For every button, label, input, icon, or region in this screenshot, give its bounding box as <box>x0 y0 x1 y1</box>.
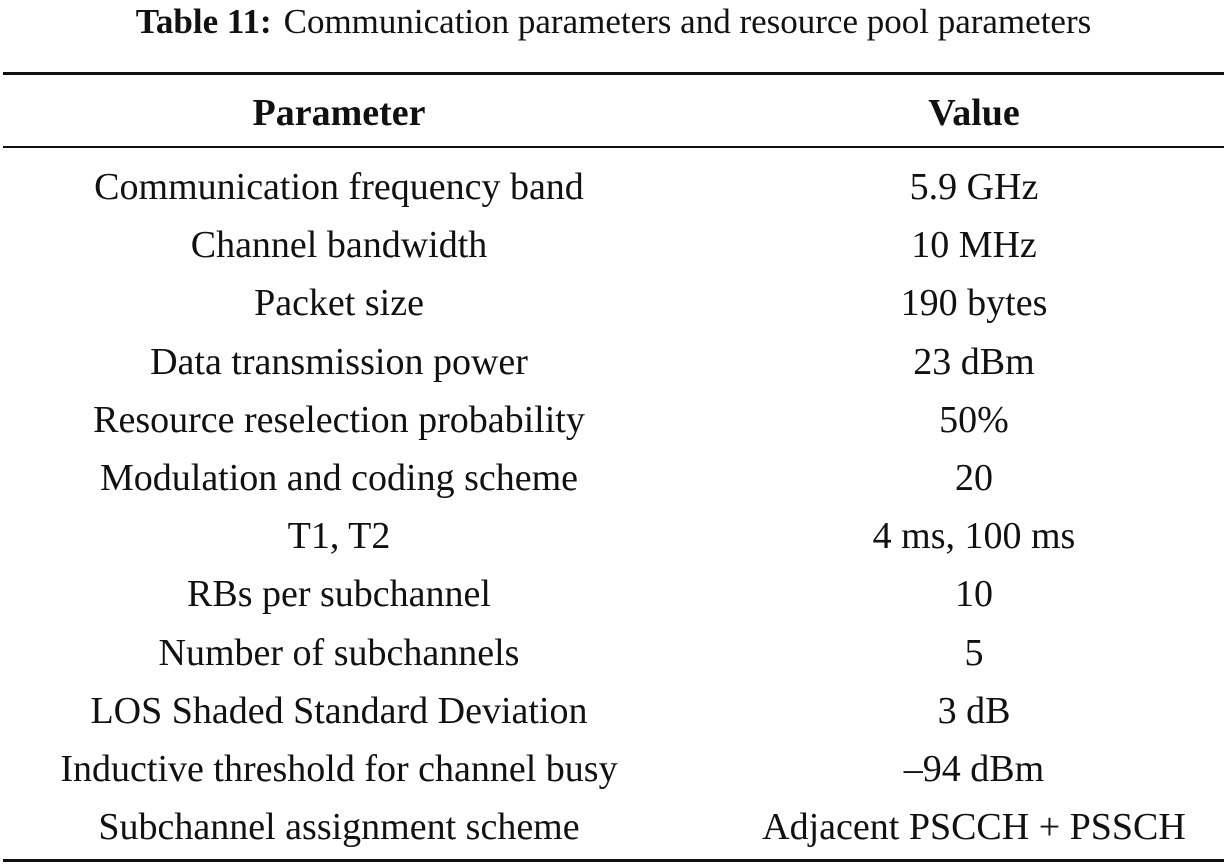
parameter-cell: Resource reselection probability <box>93 398 585 441</box>
parameter-cell: Subchannel assignment scheme <box>98 806 580 849</box>
table-row: Channel bandwidth 10 MHz <box>0 216 1227 274</box>
value-cell: 20 <box>955 456 993 499</box>
value-cell: 23 dBm <box>913 340 1035 383</box>
table-row: Inductive threshold for channel busy –94… <box>0 740 1227 798</box>
parameter-cell: Inductive threshold for channel busy <box>60 747 618 790</box>
header-value: Value <box>928 92 1020 134</box>
value-cell: 10 <box>955 573 993 616</box>
table-body: Communication frequency band 5.9 GHz Cha… <box>0 158 1227 856</box>
value-cell: 190 bytes <box>900 282 1048 325</box>
value-cell: 10 MHz <box>911 224 1037 267</box>
table-row: Number of subchannels 5 <box>0 624 1227 682</box>
value-cell: 4 ms, 100 ms <box>872 515 1076 558</box>
table-row: RBs per subchannel 10 <box>0 565 1227 623</box>
top-rule <box>3 72 1224 75</box>
table-row: Communication frequency band 5.9 GHz <box>0 158 1227 216</box>
parameter-cell: Number of subchannels <box>158 631 520 674</box>
table-caption: Table 11: Communication parameters and re… <box>0 2 1227 42</box>
table-title: Communication parameters and resource po… <box>283 2 1092 41</box>
table-row: Modulation and coding scheme 20 <box>0 449 1227 507</box>
parameter-cell: Packet size <box>254 282 424 325</box>
parameter-cell: T1, T2 <box>287 515 391 558</box>
parameter-cell: RBs per subchannel <box>187 573 491 616</box>
parameter-cell: Modulation and coding scheme <box>99 456 579 499</box>
value-cell: 5.9 GHz <box>909 166 1039 208</box>
header-parameter: Parameter <box>252 92 426 134</box>
table-header: Parameter Value <box>0 88 1227 138</box>
value-cell: 50% <box>939 398 1009 441</box>
table-row: Data transmission power 23 dBm <box>0 333 1227 391</box>
parameter-cell: LOS Shaded Standard Deviation <box>90 689 588 732</box>
value-cell: 3 dB <box>937 689 1011 732</box>
bottom-rule <box>3 859 1224 862</box>
value-cell: 5 <box>964 631 984 674</box>
table-row: T1, T2 4 ms, 100 ms <box>0 507 1227 565</box>
table-row: LOS Shaded Standard Deviation 3 dB <box>0 682 1227 740</box>
table-row: Subchannel assignment scheme Adjacent PS… <box>0 798 1227 856</box>
parameter-cell: Data transmission power <box>150 340 528 383</box>
header-rule <box>3 146 1224 148</box>
parameter-cell: Communication frequency band <box>94 166 584 208</box>
table-row: Resource reselection probability 50% <box>0 391 1227 449</box>
value-cell: –94 dBm <box>903 747 1045 790</box>
parameter-cell: Channel bandwidth <box>190 224 488 267</box>
table-number: Table 11: <box>135 2 272 41</box>
value-cell: Adjacent PSCCH + PSSCH <box>762 806 1186 849</box>
table-row: Packet size 190 bytes <box>0 274 1227 332</box>
